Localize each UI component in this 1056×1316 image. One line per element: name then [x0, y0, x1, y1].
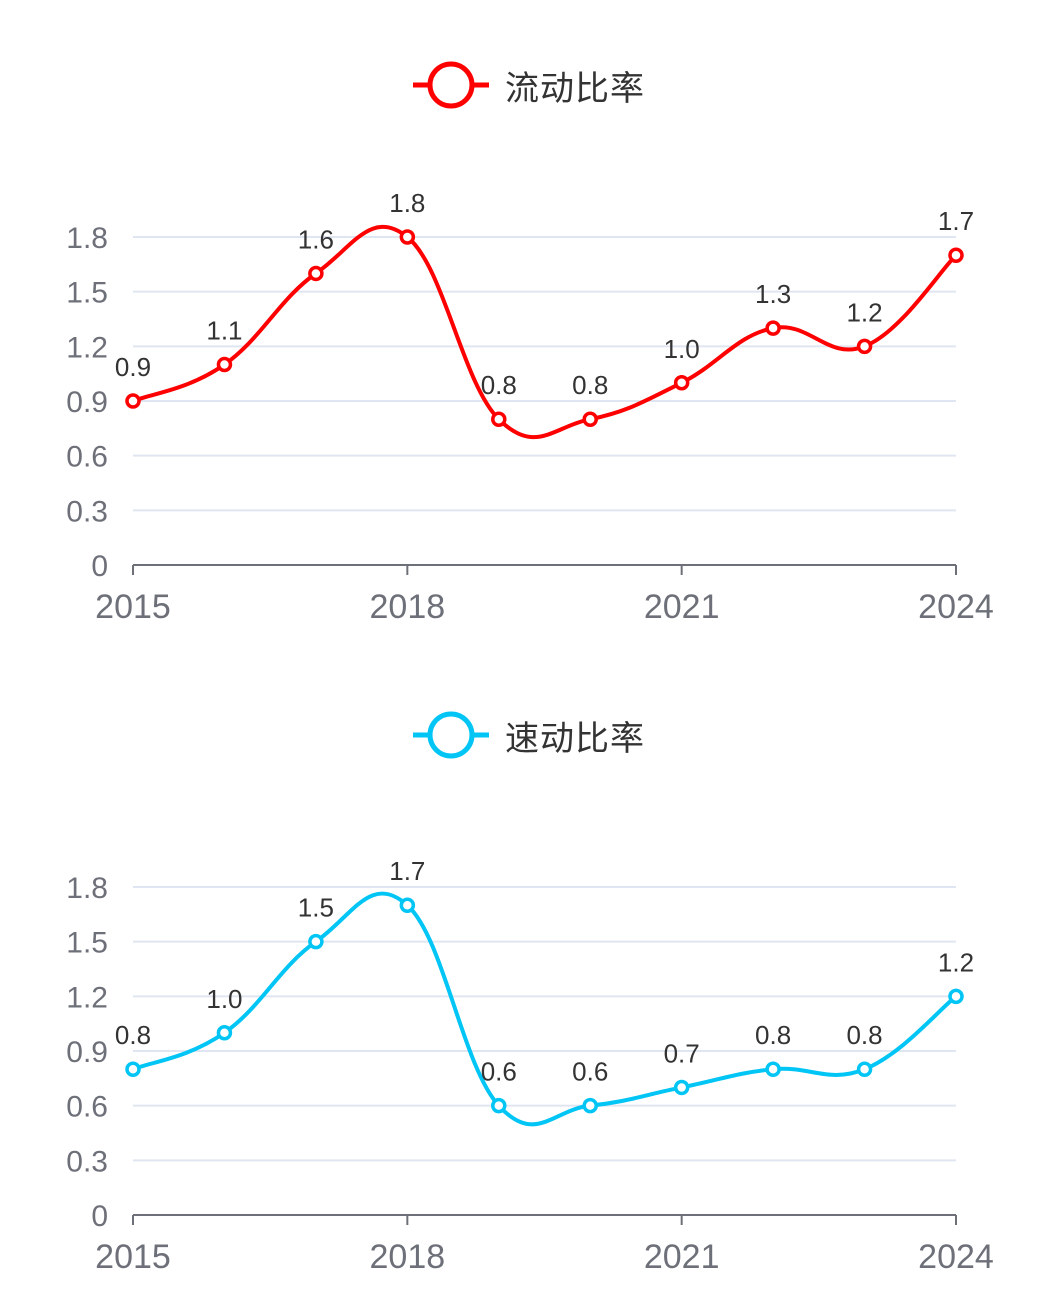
- data-point: [125, 1061, 141, 1077]
- data-label: 1.2: [846, 297, 882, 327]
- data-label: 1.1: [206, 316, 242, 346]
- data-label: 0.8: [115, 1020, 151, 1050]
- data-point: [948, 247, 964, 263]
- data-point: [399, 229, 416, 245]
- data-point: [399, 897, 416, 913]
- series-line: [132, 224, 958, 440]
- data-label: 0.8: [572, 370, 608, 400]
- data-point: [856, 1061, 873, 1077]
- data-label: 0.6: [572, 1057, 608, 1087]
- data-label: 1.2: [938, 947, 974, 977]
- legend-label: 速动比率: [505, 718, 645, 759]
- data-label: 1.3: [755, 279, 791, 309]
- x-tick-label: 2015: [95, 1238, 171, 1276]
- current-ratio-chart: 流动比率 0 0.3 0.6 0.9 1.2 1.5 1.8 2015 2018 2021 2024…: [0, 0, 1056, 650]
- legend-label: 流动比率: [505, 68, 645, 109]
- x-tick-label: 2024: [918, 1238, 994, 1276]
- data-point: [673, 375, 690, 391]
- data-label: 1.0: [664, 334, 700, 364]
- legend[interactable]: 流动比率: [0, 50, 1056, 120]
- data-label: 1.7: [938, 206, 974, 236]
- y-tick-label: 1.5: [66, 277, 108, 310]
- y-tick-label: 0.9: [66, 386, 108, 419]
- data-label: 0.9: [115, 352, 151, 382]
- y-tick-label: 1.8: [66, 872, 108, 905]
- x-tick-label: 2021: [644, 588, 720, 626]
- data-point: [491, 1097, 507, 1114]
- data-point: [491, 411, 507, 427]
- y-tick-label: 0: [91, 1200, 108, 1233]
- data-point: [125, 393, 141, 409]
- data-label: 0.6: [481, 1057, 517, 1087]
- data-point: [765, 320, 781, 336]
- data-point: [308, 933, 324, 950]
- data-label: 0.8: [755, 1020, 791, 1050]
- data-label: 1.0: [206, 984, 242, 1014]
- x-tick-label: 2015: [95, 588, 171, 626]
- y-tick-label: 1.5: [66, 927, 108, 960]
- data-label: 1.7: [389, 856, 425, 886]
- legend[interactable]: 速动比率: [0, 700, 1056, 770]
- quick-ratio-chart: 速动比率 0 0.3 0.6 0.9 1.2 1.5 1.8 2015 2018 2021 2024…: [0, 650, 1056, 1300]
- legend-line-circle-icon: [413, 711, 489, 759]
- data-label: 0.8: [846, 1020, 882, 1050]
- y-tick-label: 1.2: [66, 331, 108, 364]
- series-line: [132, 891, 958, 1127]
- data-point: [765, 1061, 781, 1077]
- data-point: [582, 411, 598, 427]
- data-label: 1.5: [298, 893, 334, 923]
- data-point: [856, 338, 873, 355]
- x-tick-label: 2021: [644, 1238, 720, 1276]
- data-point: [216, 356, 233, 373]
- y-tick-label: 0.6: [66, 441, 108, 474]
- x-tick-label: 2018: [370, 588, 446, 626]
- x-tick-label: 2024: [918, 588, 994, 626]
- y-tick-label: 0.6: [66, 1091, 108, 1124]
- y-tick-label: 1.8: [66, 222, 108, 255]
- data-label: 0.8: [481, 370, 517, 400]
- y-tick-label: 1.2: [66, 981, 108, 1014]
- data-point: [673, 1079, 690, 1096]
- legend-line-circle-icon: [413, 61, 489, 109]
- x-tick-label: 2018: [370, 1238, 446, 1276]
- data-point: [216, 1025, 233, 1041]
- data-point: [948, 988, 964, 1005]
- data-point: [308, 265, 324, 282]
- y-tick-label: 0.9: [66, 1036, 108, 1069]
- data-label: 1.8: [389, 188, 425, 218]
- y-tick-label: 0.3: [66, 1145, 108, 1178]
- y-tick-label: 0.3: [66, 495, 108, 528]
- data-point: [582, 1097, 598, 1114]
- y-tick-label: 0: [91, 550, 108, 583]
- data-label: 1.6: [298, 224, 334, 254]
- data-label: 0.7: [664, 1038, 700, 1068]
